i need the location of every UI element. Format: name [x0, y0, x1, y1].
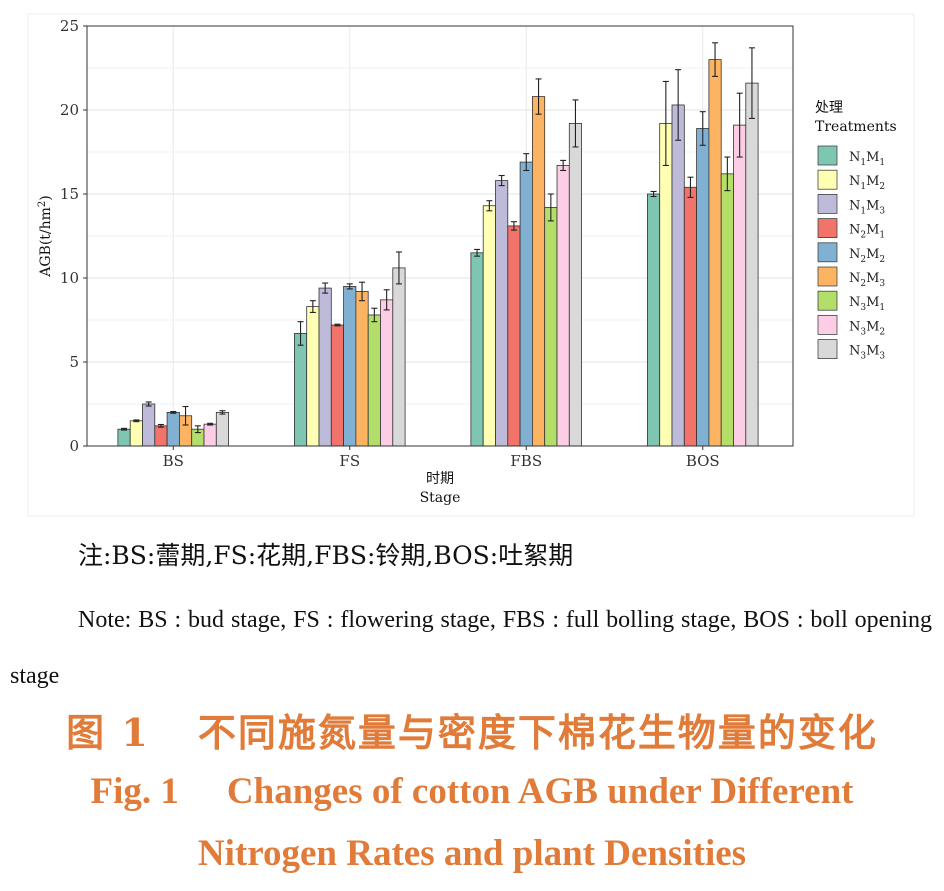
x-tick-label: FBS [510, 452, 542, 470]
legend-label: N2M3 [849, 271, 885, 289]
legend-swatch [817, 193, 838, 214]
x-tick-label: FS [339, 452, 360, 470]
bar [733, 124, 747, 447]
bar [129, 420, 143, 447]
bar [117, 428, 131, 447]
bar [696, 128, 710, 447]
x-tick-label: BS [163, 452, 184, 470]
legend-label: N3M3 [849, 344, 885, 362]
x-axis-title-en: Stage [420, 490, 461, 506]
figure-caption-zh: 图 1 不同施氮量与密度下棉花生物量的变化 [0, 702, 944, 757]
legend-swatch [817, 266, 838, 287]
bar [482, 205, 496, 447]
legend-swatch [817, 339, 838, 360]
bar [671, 104, 685, 447]
legend-label: N1M2 [849, 174, 885, 192]
agb-bar-chart: 0 5 10 15 20 25 BS FS FBS BOS AGB(t/hm2) 时期 Stage… [27, 13, 915, 517]
legend-label: N2M1 [849, 223, 885, 241]
figure-caption-en-line2: Nitrogen Rates and plant Densities [197, 833, 747, 874]
bar [532, 96, 546, 447]
bar [215, 411, 230, 447]
y-tick-label: 15 [60, 185, 79, 203]
legend-title-en: Treatments [815, 119, 897, 135]
legend-label: N2M2 [849, 247, 885, 265]
chart-note-zh: 注:BS:蕾期,FS:花期,FBS:铃期,BOS:吐絮期 [78, 541, 574, 570]
legend-swatch [817, 314, 838, 335]
bar [355, 291, 369, 447]
bar [392, 267, 406, 447]
y-axis-title: AGB(t/hm2) [37, 195, 54, 278]
bar [343, 285, 357, 447]
figure-number-zh: 图 1 [66, 710, 150, 755]
y-tick-label: 0 [69, 437, 79, 455]
x-tick-label: BOS [686, 452, 720, 470]
legend-label: N3M1 [849, 295, 885, 313]
bar [293, 333, 308, 447]
legend-swatch [817, 169, 838, 190]
bar [659, 123, 673, 447]
bar [367, 314, 381, 447]
legend-swatch [817, 218, 838, 239]
bar [708, 59, 722, 447]
bar [507, 225, 521, 447]
bar [683, 186, 697, 447]
bar [745, 82, 759, 447]
plot-panel [86, 25, 794, 447]
y-tick-label: 20 [60, 101, 79, 119]
bar [647, 193, 661, 447]
figure-number-en: Fig. 1 [90, 771, 179, 812]
y-tick-label: 25 [60, 17, 79, 35]
x-axis-title-zh: 时期 [426, 471, 454, 487]
legend-title-zh: 处理 [815, 100, 843, 116]
bar [306, 306, 320, 447]
legend-swatch [817, 290, 838, 311]
bar [495, 180, 509, 447]
bar [568, 123, 582, 447]
bar [544, 207, 558, 447]
bar [318, 287, 332, 447]
legend-label: N3M2 [849, 319, 885, 337]
y-tick-label: 5 [69, 353, 79, 371]
bars [117, 42, 759, 447]
bar [166, 411, 180, 447]
figure-caption-en-line1: Fig. 1 Changes of cotton AGB under Differ… [0, 770, 944, 813]
bar [556, 165, 570, 447]
bar [519, 161, 533, 447]
chart-note-en: Note: BS : bud stage, FS : flowering sta… [10, 607, 932, 689]
legend-label: N1M3 [849, 198, 885, 216]
bar [142, 403, 156, 447]
bar [470, 252, 484, 447]
legend-label: N1M1 [849, 150, 885, 168]
bar [380, 299, 394, 447]
bar [330, 324, 344, 447]
axes: 0 5 10 15 20 25 BS FS FBS BOS [60, 17, 720, 470]
y-tick-label: 10 [60, 269, 79, 287]
bar [154, 425, 168, 447]
figure-title-zh: 不同施氮量与密度下棉花生物量的变化 [197, 710, 878, 755]
bar [720, 173, 734, 447]
figure-title-en-1: Changes of cotton AGB under Different [226, 771, 854, 812]
legend-swatch [817, 145, 838, 166]
legend-swatch [817, 242, 838, 263]
legend: 处理 Treatments N1M1 N1M2 N1M3 N2M1 N2M2 N2M3 N3… [815, 100, 897, 362]
bar [203, 423, 217, 447]
